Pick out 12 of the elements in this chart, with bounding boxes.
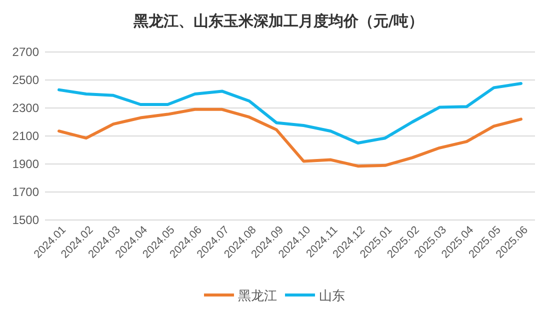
y-tick-label: 1900	[12, 156, 40, 171]
legend-label: 山东	[319, 289, 345, 304]
y-tick-label: 2100	[12, 128, 40, 143]
line-series	[58, 108, 522, 168]
chart-title: 黑龙江、山东玉米深加工月度均价（元/吨）	[132, 12, 424, 30]
legend-label: 黑龙江	[238, 289, 277, 304]
y-tick-label: 2300	[12, 100, 40, 115]
y-tick-label: 2700	[12, 44, 40, 59]
y-tick-label: 1700	[12, 184, 40, 199]
y-tick-label: 2500	[12, 72, 40, 87]
line-series	[58, 82, 522, 144]
y-tick-label: 1500	[12, 212, 40, 227]
